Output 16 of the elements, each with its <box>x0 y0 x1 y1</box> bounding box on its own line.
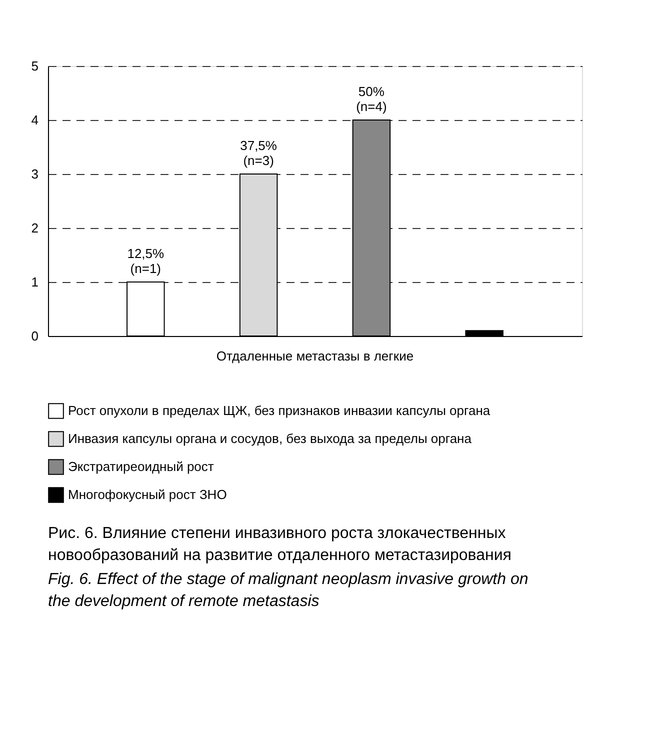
data-label: 50% (n=4) <box>356 84 387 114</box>
y-tick-label: 3 <box>31 166 38 182</box>
legend-label: Рост опухоли в пределах ЩЖ, без признаков инвазии капсулы органа <box>68 403 491 418</box>
y-tick-label: 0 <box>31 328 38 344</box>
y-tick-label: 2 <box>31 220 38 236</box>
data-label: 12,5% (n=1) <box>127 246 165 276</box>
y-tick-label: 5 <box>31 58 38 74</box>
y-tick-label: 4 <box>31 112 38 128</box>
data-label: 37,5% (n=3) <box>240 138 278 168</box>
legend-label: Инвазия капсулы органа и сосудов, без выхода за пределы органа <box>68 431 472 446</box>
legend-label: Экстратиреоидный рост <box>68 459 214 474</box>
text: Рис. 6. Влияние степени инвазивного роста злокачественных новообразований на развитие отдаленного метастазирования <box>48 525 512 564</box>
text: Fig. 6. Effect of the stage of malignant neoplasm invasive growth on the development of remote metastasis <box>48 571 528 610</box>
x-tick-label: Отдаленные метастазы в легкие <box>216 348 414 364</box>
legend-label: Многофокусный рост ЗНО <box>68 487 227 502</box>
y-tick-label: 1 <box>31 274 38 290</box>
